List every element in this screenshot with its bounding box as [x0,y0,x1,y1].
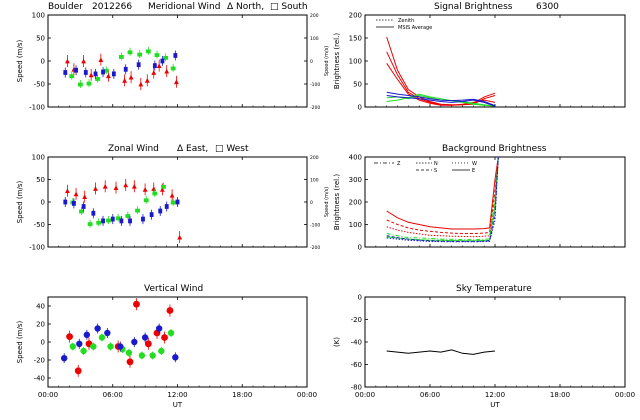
meridional-plot-frame [47,14,308,108]
zonal-y2-tick-label-1: -100 [310,223,320,229]
signal-wavelength: 6300 [536,2,559,12]
signal-y-axis-label: Brightness (rel.) [333,33,341,89]
meridional-y2-tick-label-3: 100 [310,36,319,42]
legend-msis-label: MSIS Average [398,25,432,31]
zonal-legend-west: □ West [215,144,249,154]
skytemp-title: Sky Temperature [456,284,532,294]
vertical-y-axis-label: Speed (m/s) [16,321,24,364]
skytemp-plot-frame [364,296,626,388]
zonal-y-tick-label-0: -100 [29,244,45,252]
vertical-x-tick-label-0: 00:00 [38,391,58,399]
skytemp-y-tick-label-0: -80 [351,384,362,392]
skytemp-x-axis-label: UT [490,401,500,409]
signal-blue-line-5 [386,95,496,107]
background-green-line-3 [386,156,499,241]
zonal-y2-axis-label: Speed (m/s) [324,187,330,217]
legend-e-label: E [472,168,475,174]
zonal-y2-tick-label-3: 100 [310,178,319,184]
meridional-y2-axis-label: Speed (m/s) [324,46,330,76]
legend-n-label: N [434,161,438,167]
background-blue-line-5 [386,156,499,242]
signal-y-tick-label-4: 200 [349,12,362,20]
background-blue-line-6 [386,156,499,243]
zonal-y2-tick-label-4: 200 [310,155,319,161]
meridional-y-tick-label-3: 50 [36,35,45,43]
meridional-y-tick-label-4: 100 [32,12,45,20]
signal-y-tick-label-3: 150 [349,35,362,43]
zonal-y-tick-label-4: 100 [32,154,45,162]
skytemp-y-tick-label-3: -20 [351,316,362,324]
background-red-line-2 [386,156,499,238]
meridional-y-axis-label: Speed (m/s) [16,40,24,83]
zonal-y-tick-label-2: 0 [41,199,45,207]
zonal-legend-east: Δ East, [177,144,208,154]
background-red-line-1 [386,156,499,234]
vertical-x-tick-label-4: 00:00 [297,391,317,399]
vertical-x-tick-label-3: 18:00 [232,391,252,399]
skytemp-y-tick-label-1: -60 [351,361,362,369]
meridional-y-tick-label-2: 0 [41,58,45,66]
zonal-y-tick-label-1: -50 [34,221,45,229]
background-red-line-0 [386,156,499,230]
site-name: Boulder [48,2,83,12]
vertical-y-tick-label-0: -40 [34,375,45,383]
zonal-y2-tick-label-0: -200 [310,245,320,251]
signal-legend: Zenith MSIS Average [376,18,432,31]
meridional-y2-tick-label-2: 0 [310,59,313,65]
zonal-y-axis-label: Speed (m/s) [16,181,24,224]
vertical-x-tick-label-1: 06:00 [103,391,123,399]
vertical-x-tick-label-2: 12:00 [167,391,187,399]
legend-s-label: S [434,168,437,174]
background-y-axis-label: Brightness (rel.) [333,174,341,230]
vertical-title: Vertical Wind [144,284,203,294]
background-legend: Z N S W E [374,161,477,174]
vertical-y-tick-label-3: 20 [36,321,45,329]
skytemp-y-axis-label: (K) [333,337,341,347]
zonal-y2-tick-label-2: 0 [310,200,313,206]
legend-w-label: W [472,161,477,167]
background-y-tick-label-1: 100 [349,221,362,229]
vertical-y-tick-label-4: 40 [36,303,45,311]
meridional-y-tick-label-0: -100 [29,104,45,112]
legend-zenith-label: Zenith [398,18,414,24]
skytemp-y-tick-label-4: 0 [358,294,362,302]
background-y-tick-label-4: 400 [349,154,362,162]
background-y-tick-label-0: 0 [358,244,362,252]
meridional-y2-tick-label-4: 200 [310,13,319,19]
signal-y-tick-label-1: 50 [353,81,362,89]
signal-y-tick-label-0: 0 [358,104,362,112]
skytemp-x-tick-label-4: 00:00 [615,391,635,399]
signal-title: Signal Brightness [434,2,513,12]
vertical-x-axis-label: UT [173,401,183,409]
vertical-y-tick-label-2: 0 [41,339,45,347]
signal-y-tick-label-2: 100 [349,58,362,66]
legend-z-label: Z [397,161,401,167]
skytemp-black-line-0 [386,349,496,355]
background-y-tick-label-2: 200 [349,199,362,207]
signal-blue-line-6 [386,91,496,107]
signal-red-line-2 [386,63,496,106]
vertical-y-tick-label-1: -20 [34,357,45,365]
meridional-legend-north: Δ North, [227,2,264,12]
skytemp-x-tick-label-0: 00:00 [355,391,375,399]
zonal-y-tick-label-3: 50 [36,176,45,184]
meridional-y-tick-label-1: -50 [34,81,45,89]
skytemp-x-tick-label-3: 18:00 [550,391,570,399]
background-y-tick-label-3: 300 [349,176,362,184]
zonal-title: Zonal Wind [108,144,159,154]
background-title: Background Brightness [442,144,547,154]
meridional-legend-south: □ South [270,2,308,12]
skytemp-x-tick-label-2: 12:00 [485,391,505,399]
meridional-y2-tick-label-0: -200 [310,105,320,111]
skytemp-x-tick-label-1: 06:00 [420,391,440,399]
signal-green-line-4 [386,93,496,107]
meridional-title: Meridional Wind [148,2,220,12]
date-code: 2012266 [92,2,132,12]
skytemp-y-tick-label-2: -40 [351,339,362,347]
meridional-y2-tick-label-1: -100 [310,82,320,88]
